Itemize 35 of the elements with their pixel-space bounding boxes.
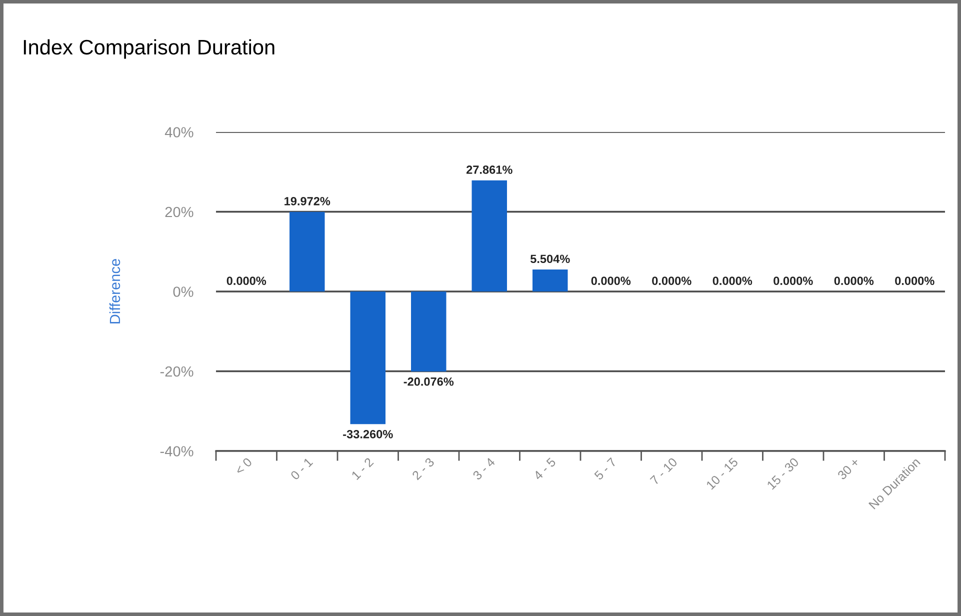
data-label: -33.260%: [343, 430, 393, 438]
bar: [532, 270, 568, 292]
data-label: 0.000%: [774, 276, 813, 285]
data-label: 0.000%: [895, 276, 934, 285]
x-tick-label: 15 - 30: [766, 457, 800, 490]
y-tick-label: -20%: [160, 366, 194, 377]
data-label: 0.000%: [591, 276, 631, 285]
y-tick-label: 0%: [173, 286, 194, 297]
y-tick-label: 40%: [164, 127, 194, 138]
chart-title: Index Comparison Duration: [24, 39, 274, 59]
data-label: 0.000%: [712, 276, 752, 285]
x-tick-label: 10 - 15: [706, 457, 738, 490]
bar: [350, 292, 386, 424]
x-tick-label: 7 - 10: [650, 457, 678, 486]
x-tick-label: 3 - 4: [472, 457, 496, 480]
y-tick-label: 20%: [165, 206, 194, 218]
data-label: 27.861%: [466, 166, 512, 174]
x-tick-label: 0 - 1: [290, 457, 314, 480]
y-axis-title: Difference: [109, 259, 120, 324]
bar: [411, 292, 446, 372]
data-label: 5.504%: [530, 254, 570, 264]
x-tick-label: 30 +: [836, 457, 860, 480]
x-tick-label: 5 - 7: [594, 457, 617, 480]
data-label: -20.076%: [404, 377, 454, 386]
y-tick-label: -40%: [160, 446, 194, 456]
x-tick-label: 2 - 3: [412, 457, 435, 480]
x-tick-label: 1 - 2: [351, 457, 374, 480]
bar: [472, 180, 507, 292]
data-label: 0.000%: [652, 276, 692, 285]
data-label: 0.000%: [834, 276, 874, 285]
data-label: 19.972%: [284, 197, 330, 206]
x-tick-label: < 0: [234, 457, 253, 476]
x-tick-label: 4 - 5: [532, 457, 556, 481]
bar: [290, 212, 325, 292]
data-label: 0.000%: [226, 276, 266, 285]
